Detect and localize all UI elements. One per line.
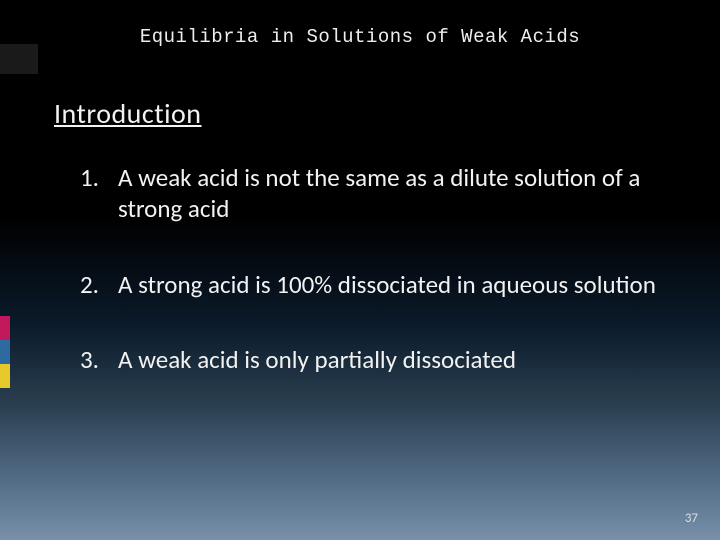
accent-block (0, 44, 38, 74)
page-number: 37 (685, 511, 698, 526)
list-item: 1. A weak acid is not the same as a dilu… (80, 162, 660, 225)
bullet-list: 1. A weak acid is not the same as a dilu… (80, 162, 660, 419)
list-item-number: 2. (80, 269, 118, 300)
stripe-icon (0, 340, 10, 364)
side-stripes (0, 316, 10, 388)
list-item-text: A strong acid is 100% dissociated in aqu… (118, 269, 660, 300)
list-item: 3. A weak acid is only partially dissoci… (80, 344, 660, 375)
list-item-text: A weak acid is not the same as a dilute … (118, 162, 660, 225)
list-item-number: 1. (80, 162, 118, 225)
list-item-number: 3. (80, 344, 118, 375)
section-heading: Introduction (54, 96, 202, 131)
stripe-icon (0, 364, 10, 388)
slide-title: Equilibria in Solutions of Weak Acids (0, 26, 720, 48)
stripe-icon (0, 316, 10, 340)
list-item-text: A weak acid is only partially dissociate… (118, 344, 660, 375)
list-item: 2. A strong acid is 100% dissociated in … (80, 269, 660, 300)
slide: Equilibria in Solutions of Weak Acids In… (0, 0, 720, 540)
